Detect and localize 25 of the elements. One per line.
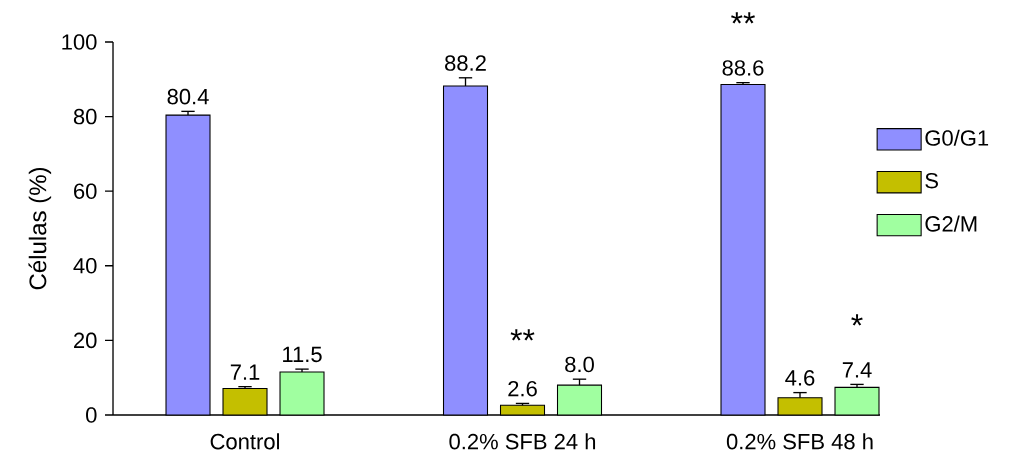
data-label: 8.0: [565, 356, 594, 373]
data-label: 11.5: [283, 346, 322, 363]
legend-label: S: [925, 172, 938, 189]
y-axis-title: Células (%): [28, 168, 52, 290]
data-label: 7.1: [230, 364, 260, 380]
data-label: 7.4: [842, 362, 872, 378]
data-label: 4.6: [785, 370, 815, 386]
data-label: 88.6: [722, 60, 764, 76]
annotation: **: [510, 329, 535, 341]
y-tick-label: 80: [73, 108, 97, 125]
x-tick-label: Control: [210, 433, 279, 450]
y-tick-label: 40: [73, 257, 97, 274]
legend-label: G2/M: [925, 215, 977, 232]
text: **: [731, 12, 755, 24]
data-label: 88.2: [445, 55, 486, 71]
annotation: *: [851, 314, 863, 326]
legend-label: G0/G1: [925, 129, 989, 146]
x-tick-label: 0.2% SFB 24 h: [449, 433, 596, 450]
data-label: 2.6: [508, 380, 537, 397]
y-tick-label: 100: [62, 34, 97, 50]
y-tick-label: 60: [74, 183, 97, 199]
y-tick-label: 0: [86, 407, 97, 423]
y-tick-label: 20: [74, 332, 97, 349]
data-label: 80.4: [167, 88, 209, 105]
x-tick-label: 0.2% SFB 48 h: [726, 433, 873, 450]
